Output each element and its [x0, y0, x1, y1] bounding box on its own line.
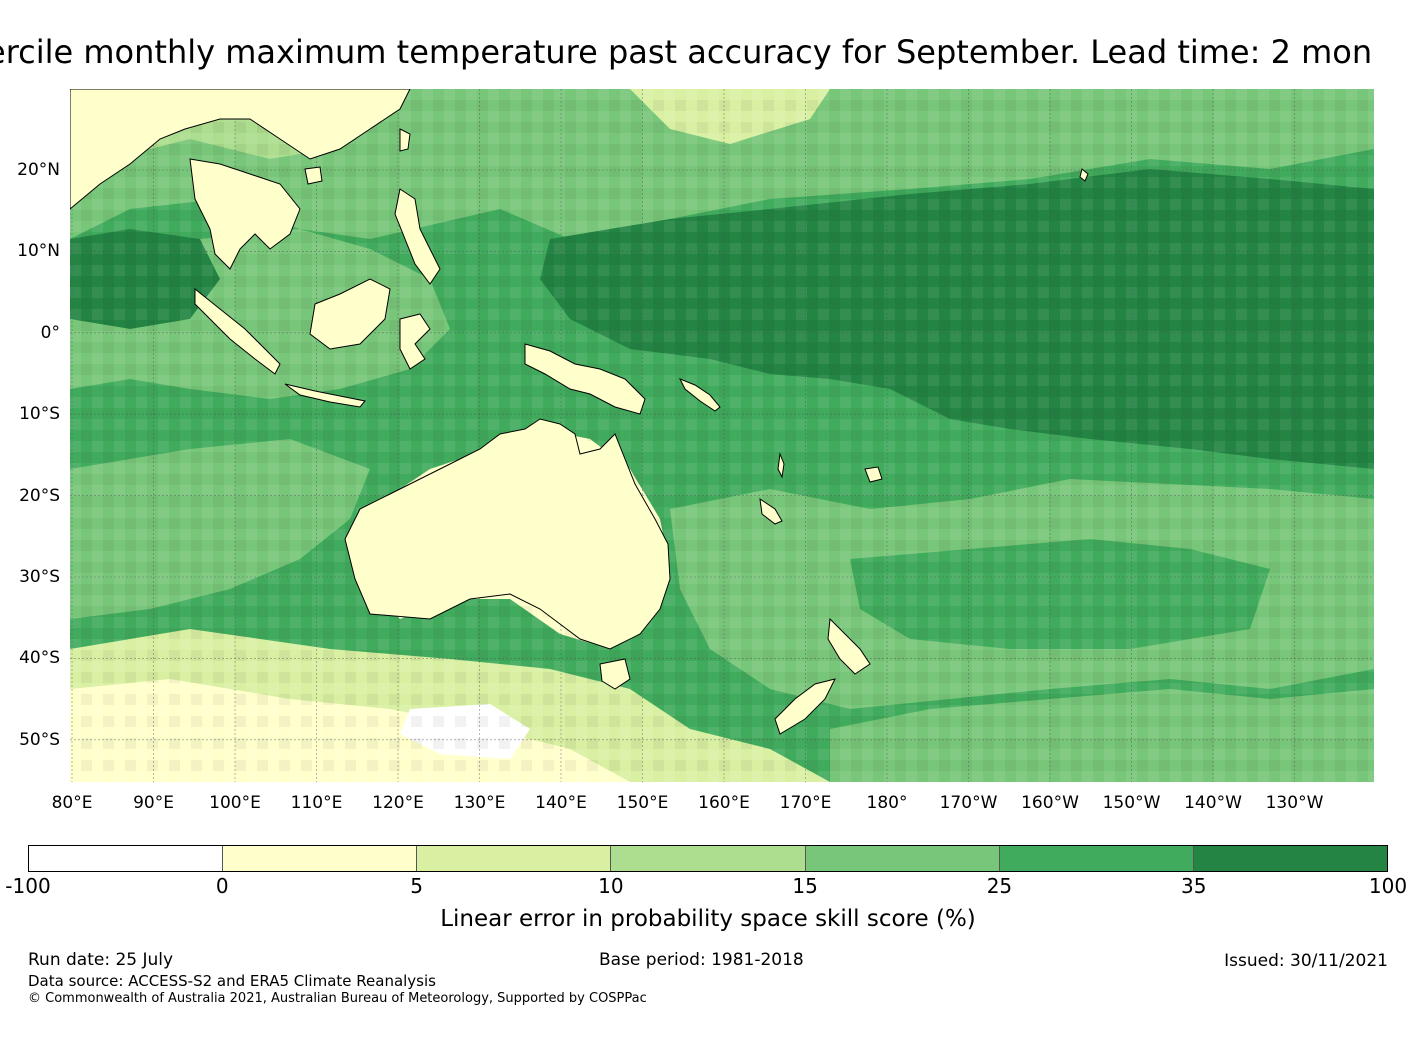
- longitude-label: 130°W: [1265, 793, 1324, 813]
- new-guinea-coastline: [524, 343, 646, 415]
- colorbar-tick-label: 35: [1180, 874, 1207, 898]
- colorbar-segment: [611, 846, 806, 871]
- colorbar-tick-label: -100: [5, 874, 51, 898]
- colorbar-segment: [29, 846, 224, 871]
- copyright: © Commonwealth of Australia 2021, Austra…: [28, 991, 647, 1006]
- latitude-label: 10°S: [19, 404, 60, 425]
- vanuatu-coastline: [777, 452, 785, 479]
- longitude-label: 80°E: [51, 793, 93, 813]
- sulawesi-coastline: [399, 313, 431, 370]
- colorbar-tick-label: 100: [1368, 874, 1408, 898]
- colorbar-tick-label: 5: [410, 874, 423, 898]
- indochina-coastline: [189, 158, 301, 270]
- latitude-label: 40°S: [19, 648, 60, 669]
- australia-coastline: [344, 418, 671, 650]
- colorbar-segment: [417, 846, 612, 871]
- longitude-label: 100°E: [209, 793, 261, 813]
- latitude-label: 50°S: [19, 729, 60, 750]
- longitude-label: 140°E: [535, 793, 587, 813]
- colorbar-tick-label: 10: [598, 874, 624, 898]
- fiji-coastline: [864, 466, 883, 483]
- asia-coastline: [70, 89, 411, 210]
- longitude-label: 160°W: [1021, 793, 1079, 813]
- latitude-label: 0°: [40, 322, 60, 343]
- colorbar-label: Linear error in probability space skill …: [440, 906, 976, 932]
- map-title-text: ercile monthly maximum temperature past …: [0, 33, 1373, 71]
- java-coastline: [284, 383, 366, 408]
- sumatra-coastline: [194, 287, 281, 375]
- new-zealand-south-coastline: [774, 678, 836, 735]
- tasmania-coastline: [599, 658, 631, 690]
- longitude-label: 170°W: [939, 793, 998, 813]
- hawaii-coastline: [1079, 168, 1089, 182]
- longitude-label: 160°E: [698, 793, 750, 813]
- coastlines: [70, 89, 1089, 735]
- hainan-coastline: [304, 166, 323, 185]
- colorbar-segment: [999, 846, 1194, 871]
- taiwan-coastline: [399, 128, 411, 152]
- longitude-label: 180°: [866, 793, 908, 813]
- latitude-label: 20°S: [19, 485, 60, 506]
- colorbar-segment: [1193, 846, 1387, 871]
- gridlines: [70, 89, 1374, 782]
- longitude-label: 150°W: [1102, 793, 1161, 813]
- borneo-coastline: [309, 278, 391, 350]
- longitude-label: 140°W: [1184, 793, 1242, 813]
- colorbar-segment: [805, 846, 1000, 871]
- solomon-islands-coastline: [678, 378, 721, 412]
- colorbar: [28, 845, 1388, 872]
- philippines-coastline: [394, 188, 441, 285]
- longitude-label: 120°E: [372, 793, 424, 813]
- longitude-label: 130°E: [453, 793, 506, 813]
- skill-score-map: [70, 89, 1374, 782]
- longitude-label: 90°E: [133, 793, 174, 813]
- map-canvas: [70, 89, 1374, 782]
- new-zealand-north-coastline: [827, 617, 871, 675]
- longitude-label: 170°E: [779, 793, 832, 813]
- map-title: ercile monthly maximum temperature past …: [0, 28, 1416, 76]
- run-date: Run date: 25 July: [28, 950, 174, 970]
- new-caledonia-coastline: [759, 497, 783, 525]
- data-source: Data source: ACCESS-S2 and ERA5 Climate …: [28, 972, 436, 990]
- base-period: Base period: 1981-2018: [599, 950, 804, 970]
- latitude-label: 10°N: [17, 241, 60, 262]
- colorbar-tick-label: 15: [792, 874, 818, 898]
- colorbar-tick-label: 0: [215, 874, 229, 898]
- latitude-label: 30°S: [19, 567, 60, 587]
- colorbar-segment: [223, 846, 418, 871]
- longitude-label: 110°E: [290, 793, 343, 813]
- issued-date: Issued: 30/11/2021: [1224, 951, 1388, 971]
- longitude-label: 150°E: [616, 793, 669, 813]
- latitude-label: 20°N: [17, 160, 60, 180]
- colorbar-tick-label: 25: [986, 874, 1013, 898]
